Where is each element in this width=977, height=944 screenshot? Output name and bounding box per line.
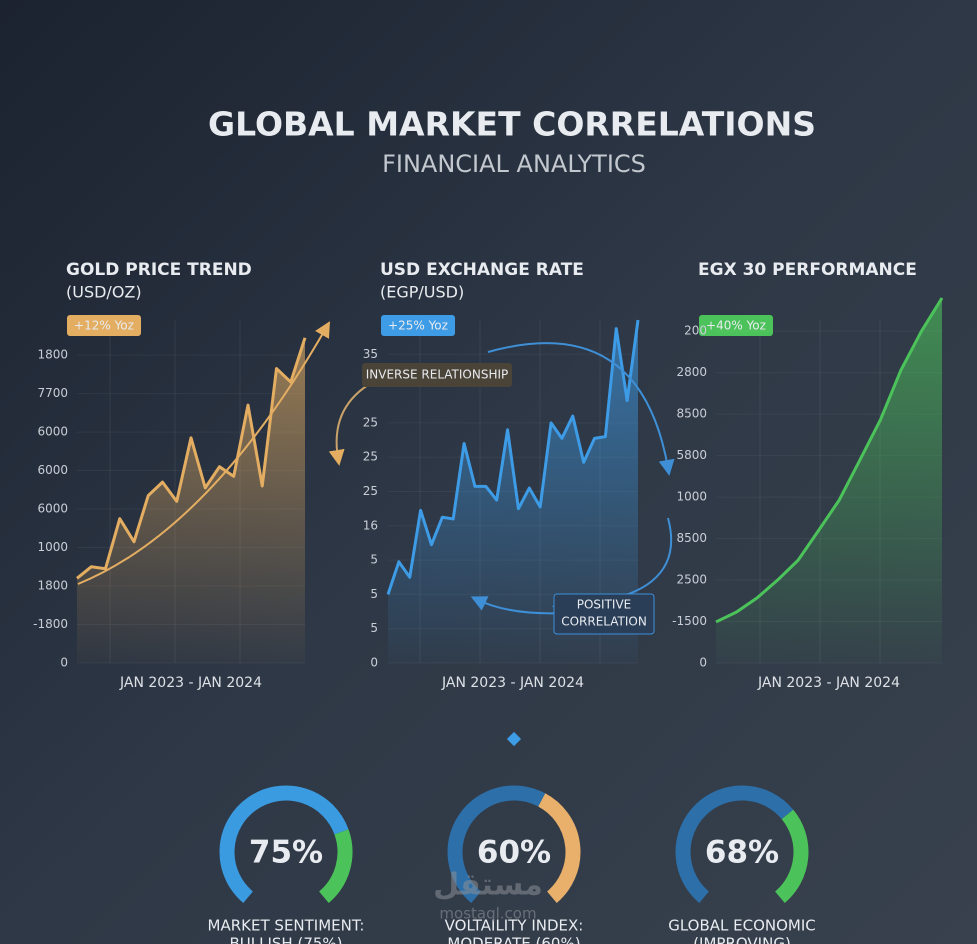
y-tick-label: 5800 bbox=[676, 448, 707, 462]
y-tick-label: 5 bbox=[370, 587, 378, 601]
y-tick-label: 35 bbox=[363, 347, 378, 361]
gauge-value bbox=[219, 785, 349, 903]
x-axis-label: JAN 2023 - JAN 2024 bbox=[441, 675, 584, 691]
line bbox=[715, 297, 944, 624]
trend-arrow bbox=[77, 321, 330, 585]
x-axis-label: JAN 2023 - JAN 2024 bbox=[757, 675, 900, 691]
area-fill bbox=[388, 320, 638, 663]
line bbox=[386, 319, 640, 595]
y-tick-label: 8500 bbox=[676, 531, 707, 545]
watermark-logo: مستقل bbox=[433, 868, 543, 903]
y-tick-label: 7700 bbox=[37, 386, 68, 400]
gauge-caption: VOLTAILITY INDEX: bbox=[445, 917, 584, 935]
y-tick-label: 1000 bbox=[37, 540, 68, 554]
y-tick-label: 2500 bbox=[676, 573, 707, 587]
y-tick-label: 8500 bbox=[676, 407, 707, 421]
y-tick-label: 1800 bbox=[37, 348, 68, 362]
gauge-rest bbox=[537, 793, 581, 903]
badge-label: +12% Yoz bbox=[74, 319, 134, 333]
x-axis-label: JAN 2023 - JAN 2024 bbox=[119, 675, 262, 691]
y-tick-label: 5 bbox=[370, 553, 378, 567]
y-tick-label: -1800 bbox=[33, 617, 68, 631]
y-tick-label: 6000 bbox=[37, 463, 68, 477]
page-title: GLOBAL MARKET CORRELATIONS bbox=[208, 105, 816, 144]
chart-title: EGX 30 PERFORMANCE bbox=[698, 260, 917, 280]
y-tick-label: 1800 bbox=[37, 579, 68, 593]
y-tick-label: 200 bbox=[684, 324, 707, 338]
line bbox=[76, 337, 307, 580]
annotation-box bbox=[362, 363, 512, 387]
y-tick-label: 0 bbox=[699, 656, 707, 670]
gauge-rest bbox=[318, 829, 353, 903]
area-fill bbox=[716, 298, 942, 663]
divider-diamond bbox=[506, 731, 522, 747]
chart-subtitle: (EGP/USD) bbox=[380, 283, 464, 302]
annotation: POSITIVE bbox=[577, 598, 632, 612]
chart-title: USD EXCHANGE RATE bbox=[380, 260, 584, 280]
charts: GOLD PRICE TREND (USD/OZ) +12% Yoz 0 -1800 18… bbox=[33, 260, 944, 944]
y-tick-label: 5 bbox=[370, 621, 378, 635]
page-subtitle: FINANCIAL ANALYTICS bbox=[382, 150, 646, 178]
y-tick-label: 0 bbox=[370, 656, 378, 670]
y-tick-label: 1000 bbox=[676, 490, 707, 504]
y-tick-label: 25 bbox=[363, 450, 378, 464]
watermark-url: mostaql.com bbox=[439, 905, 536, 923]
y-tick-label: 25 bbox=[363, 415, 378, 429]
gauge-caption: MODERATE (60%) bbox=[447, 935, 580, 944]
y-tick-label: 6000 bbox=[37, 425, 68, 439]
annotation: INVERSE RELATIONSHIP bbox=[366, 368, 509, 382]
y-tick-label: 6000 bbox=[37, 502, 68, 516]
badge-label: +40% Yoz bbox=[706, 319, 766, 333]
area-fill bbox=[77, 337, 305, 663]
gauge-caption: (IMPROVING) bbox=[693, 935, 791, 944]
gauge-caption: GLOBAL ECONOMIC bbox=[668, 917, 816, 935]
chart-title: GOLD PRICE TREND bbox=[66, 260, 252, 280]
y-tick-label: -1500 bbox=[672, 614, 707, 628]
gauge-value bbox=[675, 785, 794, 903]
badge bbox=[699, 315, 773, 336]
y-tick-label: 2800 bbox=[676, 365, 707, 379]
y-tick-label: 16 bbox=[363, 518, 378, 532]
gauge-label: 68% bbox=[705, 835, 779, 871]
gauge-caption: MARKET SENTIMENT: bbox=[208, 917, 365, 935]
badge bbox=[67, 315, 141, 336]
y-tick-label: 25 bbox=[363, 484, 378, 498]
annotation-box bbox=[553, 593, 655, 635]
annotation: CORRELATION bbox=[561, 615, 647, 629]
gauge-value bbox=[447, 785, 546, 903]
gauge-label: 75% bbox=[249, 835, 323, 871]
badge bbox=[381, 315, 455, 336]
badge-label: +25% Yoz bbox=[388, 319, 448, 333]
gauge-label: 60% bbox=[477, 835, 551, 871]
gauge-caption: BULLISH (75%) bbox=[229, 935, 342, 944]
gauge-rest bbox=[774, 809, 809, 903]
y-tick-label: 0 bbox=[60, 656, 68, 670]
chart-subtitle: (USD/OZ) bbox=[66, 283, 142, 302]
